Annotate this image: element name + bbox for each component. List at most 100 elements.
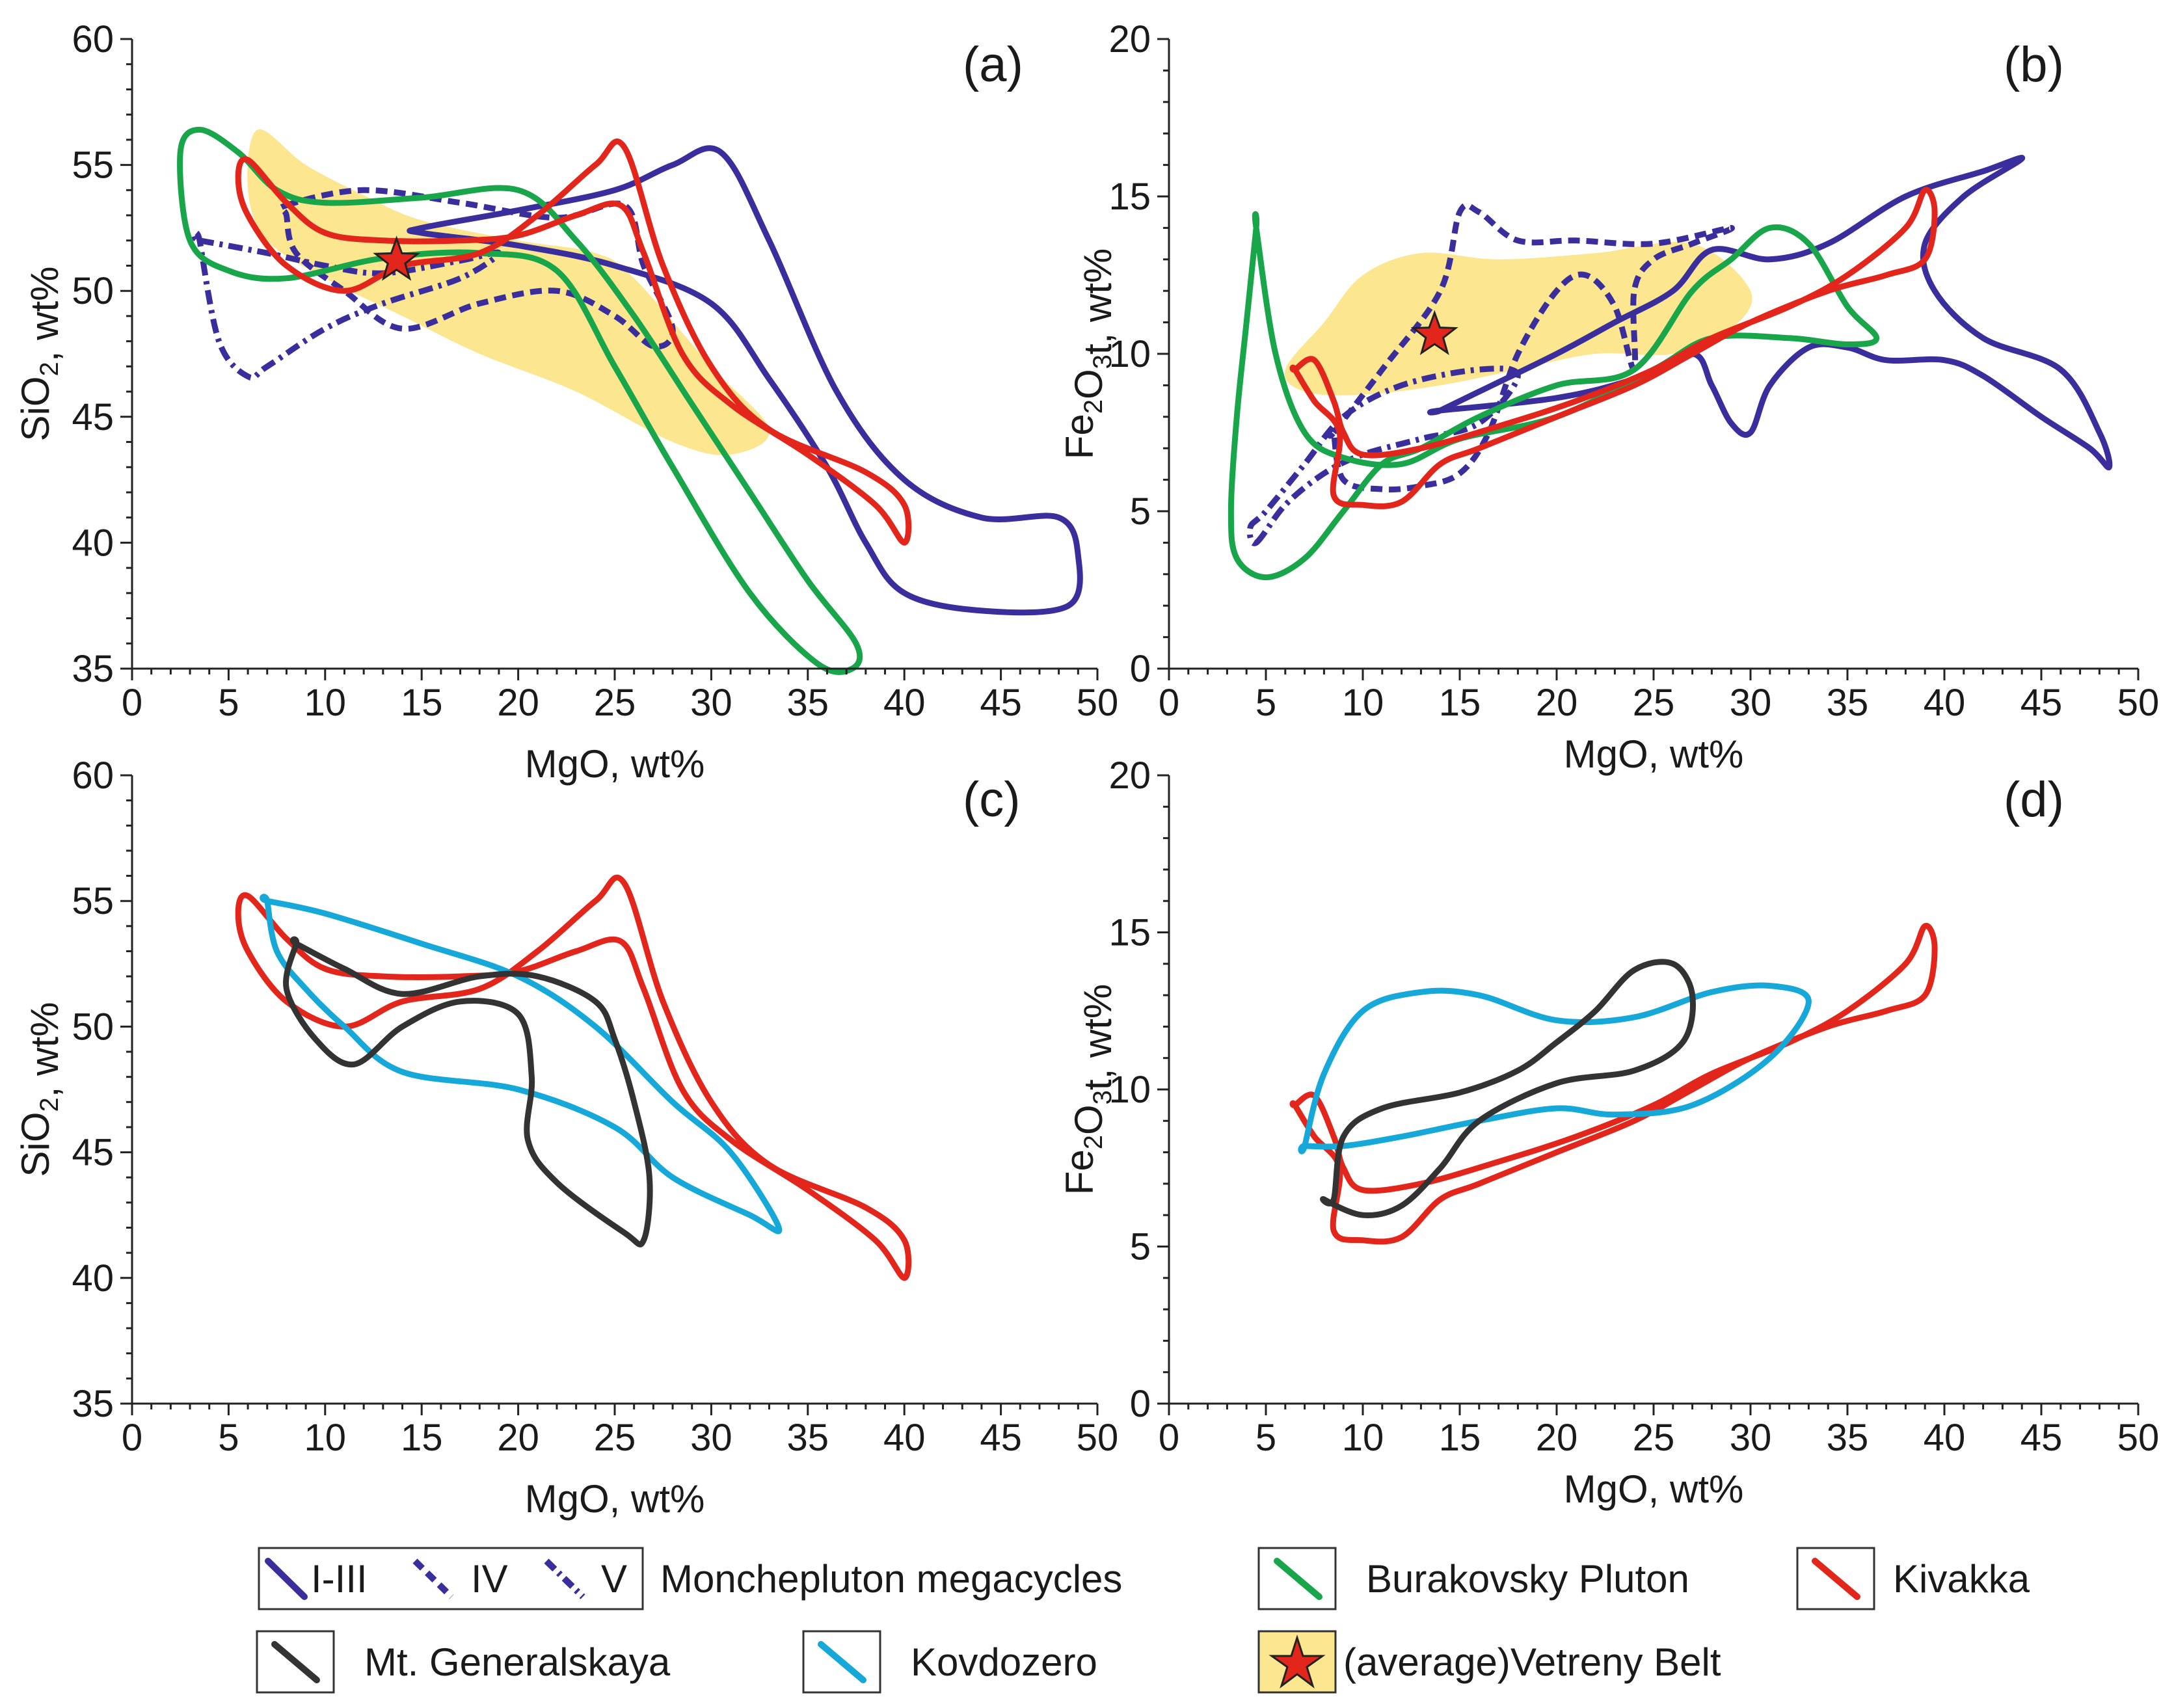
- x-tick-label: 35: [1827, 1417, 1869, 1459]
- x-tick-label: 5: [218, 1417, 239, 1459]
- field-monchepluton-i-iii: [407, 145, 1083, 616]
- x-tick-label: 20: [497, 1417, 539, 1459]
- x-tick-label: 30: [690, 682, 732, 724]
- x-tick-label: 20: [1536, 682, 1578, 724]
- legend-swatch-burakovsky: [1274, 1558, 1322, 1600]
- x-tick-label: 20: [1536, 1417, 1578, 1459]
- field-kivakka: [235, 874, 912, 1281]
- panel-a: 0 5 10 15 20 25 30 35 40 45 50 35 40 45 50 55 60 MgO, wt%…: [14, 18, 1118, 786]
- x-axis-title: MgO, wt%: [525, 1477, 705, 1521]
- y-tick-label: 50: [72, 270, 114, 312]
- field-kivakka: [1289, 922, 1938, 1245]
- legend-label-kovdozero: Kovdozero: [911, 1640, 1097, 1684]
- x-tick-label: 25: [594, 1417, 636, 1459]
- y-axis-title: SiO2, wt%: [14, 267, 66, 442]
- x-tick-label: 15: [1439, 682, 1481, 724]
- x-tick-label: 25: [1633, 1417, 1675, 1459]
- x-tick-label: 5: [1255, 1417, 1276, 1459]
- y-tick-label: 60: [72, 18, 114, 60]
- field-burakovsky-pluton: [1228, 211, 1880, 581]
- panel-label: (a): [963, 37, 1023, 92]
- field-mt-generalskaya: [1320, 959, 1696, 1219]
- y-tick-label: 60: [72, 754, 114, 797]
- legend-swatch-generalskaya: [271, 1641, 320, 1683]
- x-tick-label: 40: [1924, 682, 1966, 724]
- x-tick-label: 10: [304, 682, 347, 724]
- panel-d: 0 5 10 15 20 25 30 35 40 45 50 0 5 10 15 20 MgO, wt% Fe2O…: [1058, 754, 2159, 1511]
- x-tick-label: 20: [497, 682, 539, 724]
- x-tick-label: 25: [594, 682, 636, 724]
- x-tick-label: 35: [787, 1417, 829, 1459]
- y-tick-label: 55: [72, 880, 114, 922]
- y-tick-label: 50: [72, 1006, 114, 1048]
- x-tick-label: 5: [1255, 682, 1276, 724]
- y-tick-label: 15: [1108, 176, 1151, 218]
- y-tick-label: 10: [1108, 1069, 1151, 1111]
- y-tick-label: 40: [72, 1257, 114, 1300]
- y-tick-label: 15: [1108, 912, 1151, 954]
- vetreny-average-star: [1410, 310, 1458, 356]
- legend-box-monchepluton: [258, 1547, 644, 1610]
- x-tick-label: 30: [690, 1417, 732, 1459]
- x-tick-label: 50: [2117, 682, 2160, 724]
- field-monchepluton-v: [191, 230, 502, 381]
- legend-swatch-kovdozero: [818, 1641, 866, 1683]
- x-tick-label: 35: [787, 682, 829, 724]
- x-tick-label: 15: [1439, 1417, 1481, 1459]
- legend-label-kivakka: Kivakka: [1893, 1557, 2030, 1601]
- x-tick-label: 50: [1077, 682, 1119, 724]
- y-tick-label: 45: [72, 396, 114, 438]
- legend-box-generalskaya: [256, 1630, 335, 1694]
- x-tick-label: 45: [980, 1417, 1022, 1459]
- y-tick-label: 5: [1130, 490, 1151, 533]
- panel-b: 0 5 10 15 20 25 30 35 40 45 50 0 5 10 15 20 MgO, wt% Fe2O…: [1058, 18, 2159, 776]
- legend-label-vetreny: Vetreny Belt: [1510, 1640, 1721, 1684]
- y-axis-title: SiO2, wt%: [14, 1002, 66, 1177]
- vetreny-average-star: [373, 235, 421, 281]
- legend-swatch-monche-5: [544, 1558, 585, 1599]
- x-tick-label: 15: [401, 682, 443, 724]
- legend-box-kivakka: [1796, 1547, 1875, 1610]
- field-vetreny-belt: [247, 129, 770, 455]
- y-tick-label: 0: [1130, 648, 1151, 690]
- x-axis-title: MgO, wt%: [1564, 1467, 1744, 1511]
- x-tick-label: 0: [122, 682, 142, 724]
- x-tick-label: 35: [1827, 682, 1869, 724]
- panel-label: (d): [2004, 772, 2064, 827]
- x-tick-label: 0: [1159, 1417, 1179, 1459]
- x-tick-label: 40: [883, 1417, 926, 1459]
- x-axis-title: MgO, wt%: [525, 742, 705, 786]
- x-tick-label: 10: [1342, 1417, 1384, 1459]
- x-tick-label: 10: [1342, 682, 1384, 724]
- field-kivakka: [1289, 187, 1938, 509]
- field-kovdozero: [260, 894, 783, 1234]
- x-tick-label: 50: [1077, 1417, 1119, 1459]
- panel-c: 0 5 10 15 20 25 30 35 40 45 50 35 40 45 50 55 60 MgO, wt%…: [14, 754, 1118, 1521]
- field-monchepluton-i-iii: [1427, 155, 2113, 471]
- legend-star-icon: [1268, 1635, 1326, 1688]
- field-mt-generalskaya: [283, 936, 653, 1248]
- x-tick-label: 5: [218, 682, 239, 724]
- x-tick-label: 0: [1159, 682, 1179, 724]
- field-kovdozero: [1298, 982, 1812, 1154]
- y-tick-label: 0: [1130, 1383, 1151, 1425]
- y-tick-label: 20: [1108, 18, 1151, 60]
- x-axis-title: MgO, wt%: [1564, 732, 1744, 776]
- y-tick-label: 5: [1130, 1226, 1151, 1268]
- x-tick-label: 25: [1633, 682, 1675, 724]
- legend-swatch-monche-1-3: [265, 1558, 308, 1600]
- x-tick-label: 40: [883, 682, 926, 724]
- panel-label: (b): [2004, 37, 2064, 92]
- y-tick-label: 45: [72, 1132, 114, 1174]
- legend: I-III IV V Monchepluton megacycles Burak…: [256, 1547, 2030, 1694]
- field-monchepluton-iv: [1326, 202, 1735, 493]
- y-axis-title: Fe2O3t, wt%: [1058, 248, 1120, 460]
- legend-label-monche-5: V: [601, 1557, 627, 1601]
- legend-label-monche-4: IV: [471, 1557, 508, 1601]
- y-tick-label: 35: [72, 648, 114, 690]
- panel-label: (c): [963, 772, 1021, 827]
- legend-label-generalskaya: Mt. Generalskaya: [364, 1640, 671, 1684]
- y-tick-label: 20: [1108, 754, 1151, 797]
